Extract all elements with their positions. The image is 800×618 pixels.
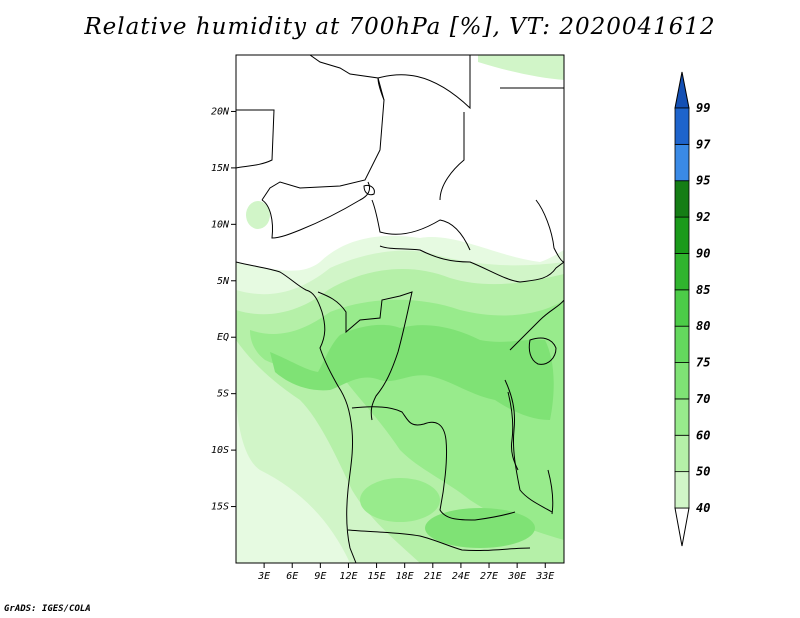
border-north-b	[261, 55, 385, 201]
humidity-fill-light-ne	[478, 55, 564, 80]
lat-tick-label: 15S	[211, 502, 229, 513]
colorbar-box	[674, 180, 690, 218]
colorbar-box	[674, 434, 690, 473]
humidity-fill-strong	[270, 324, 554, 420]
colorbar-box	[674, 398, 690, 436]
colorbar-box	[674, 253, 690, 291]
lon-tick-label: 6E	[286, 571, 298, 582]
lon-tick-label: 3E	[257, 571, 270, 582]
colorbar-box	[674, 107, 690, 145]
humidity-fill-light-north	[246, 201, 270, 229]
colorbar-label: 80	[696, 319, 710, 333]
colorbar-label: 99	[696, 101, 710, 115]
lon-tick-label: 24E	[452, 571, 470, 582]
lon-tick-label: 15E	[368, 571, 386, 582]
lake-malawi	[547, 469, 554, 515]
border-central-a	[261, 181, 371, 239]
lat-tick-label: 5N	[217, 276, 230, 287]
lake-chad	[363, 185, 375, 196]
colorbar-label: 92	[696, 210, 710, 224]
border-angola	[351, 406, 516, 521]
lon-tick-label: 33E	[535, 571, 554, 582]
colorbar-label: 90	[696, 246, 710, 260]
humidity-fill-strong-south	[425, 508, 535, 548]
colorbar-box	[674, 216, 690, 254]
coastline-west-africa	[236, 261, 357, 563]
lat-tick-label: 5S	[217, 389, 229, 400]
border-north-d	[439, 112, 465, 201]
lake-tanganyika	[507, 391, 519, 471]
colorbar: 40 50 60 70 75 80 85 90 92 95 97 99	[674, 71, 711, 547]
latitude-axis: 20N 15N 10N 5N EQ 5S 10S 15S	[211, 106, 236, 513]
colorbar-bottom-arrow	[674, 507, 690, 547]
grads-credit: GrADS: IGES/COLA	[4, 604, 91, 614]
map-frame	[235, 54, 565, 564]
border-car	[379, 245, 564, 283]
colorbar-label: 75	[696, 356, 710, 370]
lon-tick-label: 18E	[396, 571, 414, 582]
lake-victoria	[528, 337, 557, 365]
lon-tick-label: 30E	[507, 571, 526, 582]
humidity-fill-medium-south	[360, 478, 440, 522]
colorbar-label: 40	[696, 501, 710, 515]
lat-tick-label: 10S	[211, 445, 229, 456]
humidity-field	[236, 55, 564, 563]
border-north-c	[377, 55, 471, 110]
border-east-c	[535, 199, 564, 263]
map-title: Relative humidity at 700hPa [%], VT: 202…	[84, 14, 716, 40]
border-south	[347, 529, 531, 552]
lon-tick-label: 27E	[480, 571, 498, 582]
colorbar-box	[674, 143, 690, 182]
lat-tick-label: EQ	[217, 332, 229, 343]
lon-tick-label: 9E	[314, 571, 326, 582]
colorbar-box	[674, 289, 690, 327]
lon-tick-label: 21E	[424, 571, 442, 582]
coastlines-and-borders	[236, 55, 564, 563]
border-north-a	[236, 109, 275, 169]
colorbar-label: 50	[696, 465, 710, 479]
longitude-axis: 3E 6E 9E 12E 15E 18E 21E 24E 27E 30E 33E	[257, 563, 554, 582]
lat-tick-label: 20N	[211, 106, 230, 117]
colorbar-label: 85	[696, 283, 710, 297]
colorbar-label: 95	[696, 174, 710, 188]
colorbar-label: 60	[696, 428, 710, 442]
lat-tick-label: 15N	[211, 163, 230, 174]
border-east-b	[504, 379, 553, 513]
lon-tick-label: 12E	[339, 571, 357, 582]
border-drc	[317, 291, 413, 421]
lat-tick-label: 10N	[211, 219, 230, 230]
colorbar-top-arrow	[674, 71, 690, 109]
colorbar-box	[674, 471, 690, 509]
colorbar-label: 70	[696, 392, 710, 406]
colorbar-box	[674, 362, 690, 400]
border-east-a	[509, 299, 564, 351]
colorbar-label: 97	[696, 137, 711, 151]
border-central-b	[371, 199, 471, 251]
colorbar-box	[674, 325, 690, 363]
